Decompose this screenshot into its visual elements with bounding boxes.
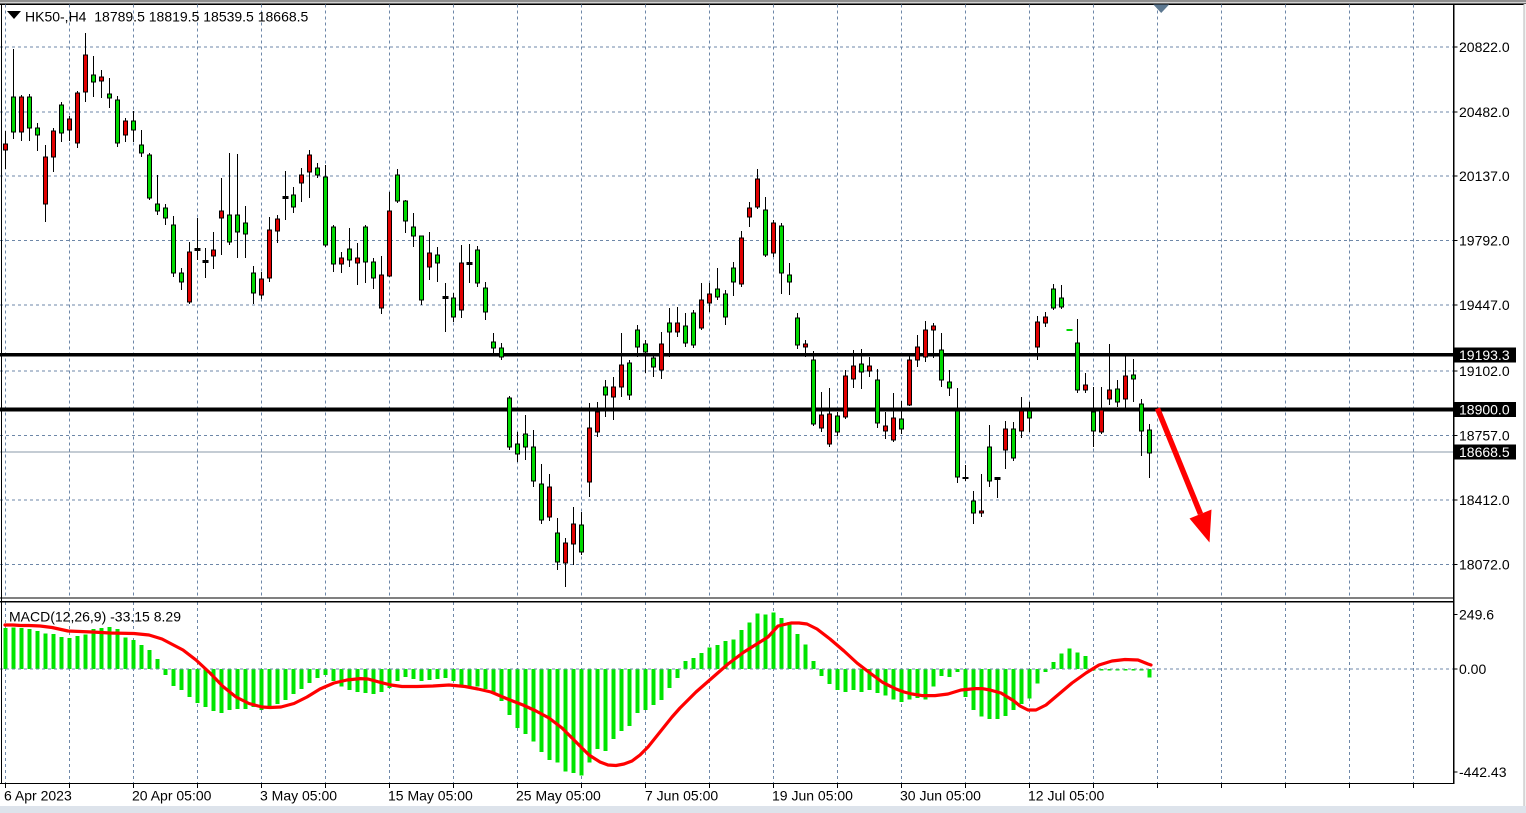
svg-text:MACD(12,26,9) -33.15 8.29: MACD(12,26,9) -33.15 8.29 [9,609,181,625]
svg-text:18412.0: 18412.0 [1459,492,1510,508]
svg-text:25 May 05:00: 25 May 05:00 [516,788,601,804]
svg-text:19447.0: 19447.0 [1459,297,1510,313]
svg-text:7 Jun 05:00: 7 Jun 05:00 [645,788,718,804]
svg-text:15 May 05:00: 15 May 05:00 [388,788,473,804]
svg-text:249.6: 249.6 [1459,606,1494,622]
svg-text:3 May 05:00: 3 May 05:00 [260,788,337,804]
svg-text:12 Jul 05:00: 12 Jul 05:00 [1028,788,1104,804]
svg-text:6 Apr 2023: 6 Apr 2023 [4,788,72,804]
svg-text:-442.43: -442.43 [1459,764,1507,780]
svg-text:19193.3: 19193.3 [1459,347,1510,363]
svg-text:18900.0: 18900.0 [1459,401,1510,417]
svg-text:30 Jun 05:00: 30 Jun 05:00 [900,788,981,804]
svg-text:0.00: 0.00 [1459,661,1486,677]
svg-text:18072.0: 18072.0 [1459,556,1510,572]
svg-text:20 Apr 05:00: 20 Apr 05:00 [132,788,212,804]
svg-text:18757.0: 18757.0 [1459,427,1510,443]
svg-text:20137.0: 20137.0 [1459,168,1510,184]
svg-text:18668.5: 18668.5 [1459,444,1510,460]
svg-text:19 Jun 05:00: 19 Jun 05:00 [772,788,853,804]
svg-text:19792.0: 19792.0 [1459,232,1510,248]
svg-text:19102.0: 19102.0 [1459,363,1510,379]
svg-text:20822.0: 20822.0 [1459,39,1510,55]
svg-text:20482.0: 20482.0 [1459,104,1510,120]
svg-text:HK50-,H4 18789.5 18819.5 1853: HK50-,H4 18789.5 18819.5 18539.5 18668.5 [25,8,309,24]
